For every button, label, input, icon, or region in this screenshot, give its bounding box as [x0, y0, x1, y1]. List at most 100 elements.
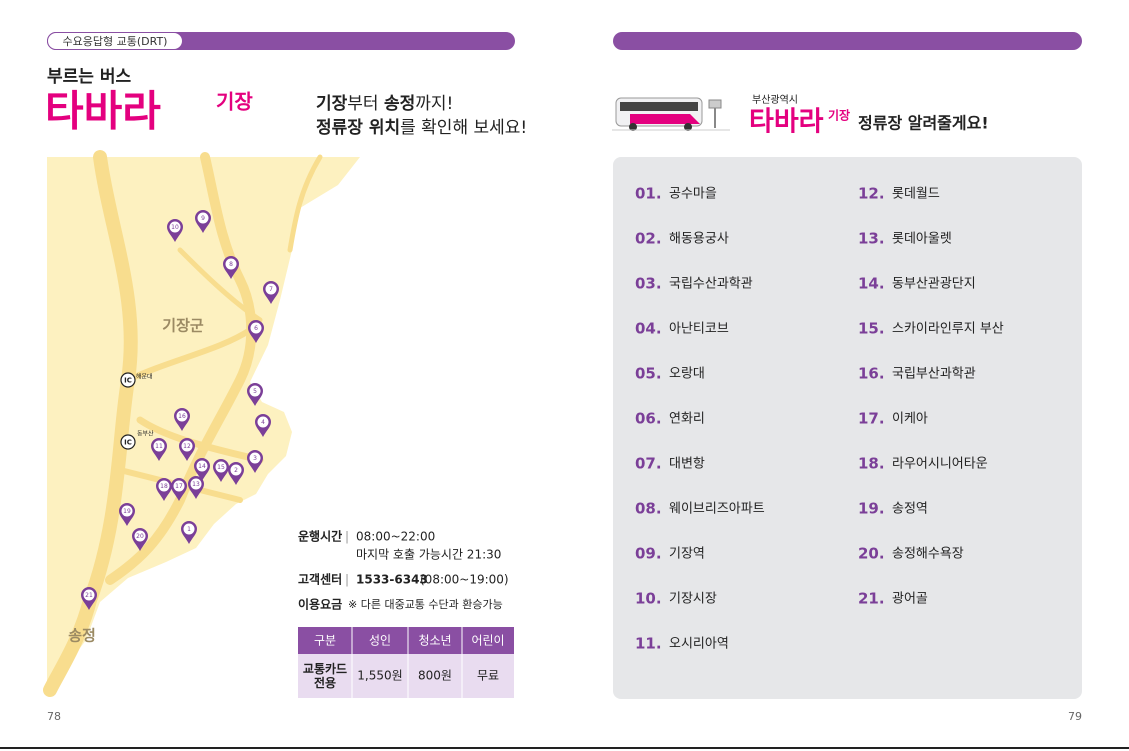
- fare-note: ※ 다른 대중교통 수단과 환승가능: [348, 598, 503, 611]
- stop-name: 웨이브리즈아파트: [669, 502, 765, 517]
- stop-name: 이케아: [892, 412, 928, 427]
- ic-mark: IC: [124, 439, 132, 447]
- stop-marker-number: 18: [160, 483, 168, 490]
- stop-number: 09.: [635, 545, 662, 563]
- stop-marker-number: 7: [269, 286, 273, 293]
- stop-name: 국립수산과학관: [669, 277, 753, 292]
- tagline-text: 를 확인해 보세요!: [400, 118, 527, 138]
- stop-name: 오랑대: [669, 367, 705, 382]
- stop-marker-face: [173, 480, 185, 492]
- center-hours: (08:00~19:00): [420, 573, 509, 587]
- stop-number: 17.: [858, 410, 885, 428]
- stop-marker-face: [183, 523, 195, 535]
- stop-number: 05.: [635, 365, 662, 383]
- fare-header-cell: 어린이: [471, 634, 504, 648]
- stop-number: 21.: [858, 590, 885, 608]
- stop-name: 송정역: [892, 502, 928, 517]
- stop-marker-number: 17: [175, 483, 183, 490]
- stop-marker-face: [158, 480, 170, 492]
- stop-number: 19.: [858, 500, 885, 518]
- stop-marker-face: [249, 385, 261, 397]
- stop-name: 스카이라인루지 부산: [892, 322, 1004, 337]
- stop-marker-face: [181, 440, 193, 452]
- stop-number: 07.: [635, 455, 662, 473]
- stop-marker-number: 19: [123, 508, 131, 515]
- hours-label: 운행시간: [298, 529, 342, 544]
- stop-name: 대변항: [669, 457, 705, 472]
- fare-cell: 1,550원: [357, 669, 402, 683]
- stop-name: 광어골: [892, 592, 928, 607]
- fare-header-cell: 성인: [369, 634, 391, 648]
- stop-name: 송정해수욕장: [892, 547, 964, 562]
- banner: [613, 32, 1082, 50]
- stop-number: 01.: [635, 185, 662, 203]
- center-phone: 1533-6343: [356, 573, 428, 587]
- stop-marker-number: 12: [183, 443, 191, 450]
- stop-marker-number: 6: [254, 325, 258, 332]
- stop-marker-face: [265, 283, 277, 295]
- stop-marker-number: 15: [217, 464, 225, 471]
- ic-label: 동부산: [137, 430, 154, 438]
- title: 정류장 알려줄게요!: [858, 114, 989, 133]
- stop-marker-number: 11: [155, 443, 163, 450]
- stop-number: 04.: [635, 320, 662, 338]
- brand-sub: 기장: [216, 90, 253, 114]
- stop-number: 06.: [635, 410, 662, 428]
- tagline: 기장부터 송정까지!: [316, 94, 453, 114]
- stop-number: 13.: [858, 230, 885, 248]
- tagline-text: 까지!: [415, 94, 453, 114]
- stop-marker-number: 10: [171, 224, 179, 231]
- stop-marker-face: [121, 505, 133, 517]
- stop-marker-number: 1: [187, 526, 191, 533]
- stop-marker-face: [225, 258, 237, 270]
- ic-label: 해운대: [136, 373, 153, 381]
- stop-name: 연화리: [669, 412, 705, 427]
- stop-marker-face: [250, 322, 262, 334]
- fare-cell: 교통카드 전용: [303, 661, 347, 690]
- stop-number: 02.: [635, 230, 662, 248]
- ic-icon: [120, 372, 136, 388]
- fare-header: [298, 627, 514, 654]
- stop-marker-face: [134, 530, 146, 542]
- ic-mark: IC: [124, 377, 132, 385]
- stop-marker-face: [153, 440, 165, 452]
- stop-name: 롯데월드: [892, 187, 940, 202]
- fare-header-cell: 청소년: [418, 634, 451, 648]
- stop-marker-face: [176, 410, 188, 422]
- stop-marker-face: [257, 416, 269, 428]
- stop-marker-number: 16: [178, 413, 186, 420]
- stop-number: 03.: [635, 275, 662, 293]
- stop-marker-number: 3: [253, 455, 257, 462]
- sep: |: [345, 573, 349, 587]
- brand-sub: 기장: [828, 108, 850, 123]
- stop-name: 기장역: [669, 547, 705, 562]
- fare-body: [298, 654, 514, 698]
- map: [43, 150, 360, 697]
- stop-marker-face: [196, 460, 208, 472]
- fare-cell-line: 전용: [314, 675, 336, 690]
- stop-name: 아난티코브: [669, 322, 729, 337]
- fare-cell: 800원: [418, 669, 452, 683]
- stop-marker-number: 2: [234, 467, 238, 474]
- stop-name: 오시리아역: [669, 637, 729, 652]
- stop-marker-number: 4: [261, 419, 265, 426]
- stop-marker-face: [197, 212, 209, 224]
- stop-number: 08.: [635, 500, 662, 518]
- tagline: 정류장 위치를 확인해 보세요!: [316, 118, 527, 138]
- tagline-text: 부터: [347, 94, 384, 114]
- center-label: 고객센터: [298, 572, 342, 587]
- stop-name: 라우어시니어타운: [892, 457, 988, 472]
- info: 운행시간 | 08:00~22:00 마지막 호출 가능시간 21:30 고객센…: [298, 529, 509, 612]
- bus-illustration: [612, 97, 730, 131]
- stop-number: 11.: [635, 635, 662, 653]
- stop-number: 10.: [635, 590, 662, 608]
- stop-marker-face: [249, 452, 261, 464]
- stop-marker-number: 5: [253, 388, 257, 395]
- page-number: 79: [1068, 710, 1082, 723]
- fare-cell: 무료: [477, 669, 499, 683]
- region: 부산광역시: [752, 94, 798, 106]
- stop-number: 20.: [858, 545, 885, 563]
